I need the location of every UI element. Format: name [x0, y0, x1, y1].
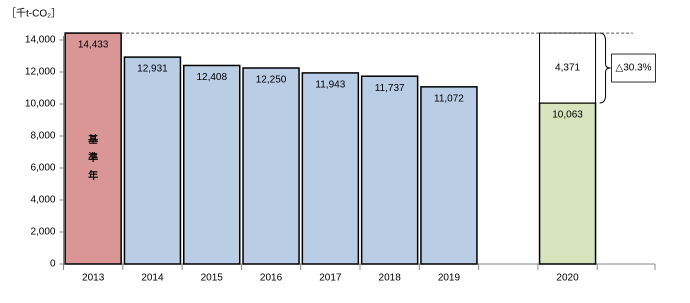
value-label: 12,250	[256, 75, 287, 86]
x-tick-label: 2019	[438, 273, 461, 284]
value-label: 10,063	[552, 110, 583, 121]
y-tick-label: 12,000	[25, 67, 56, 78]
y-tick-label: 14,000	[25, 35, 56, 46]
y-tick-label: 2,000	[30, 227, 55, 238]
value-label: 12,408	[196, 72, 227, 83]
bar	[242, 67, 300, 265]
x-tick-label: 2018	[379, 273, 402, 284]
value-label: 11,072	[434, 93, 464, 104]
x-tick-label: 2015	[201, 273, 224, 284]
bar	[360, 75, 419, 265]
stacked-bar	[539, 32, 597, 104]
annotation: △30.3%	[616, 63, 652, 74]
y-tick-label: 10,000	[25, 99, 56, 110]
annotation-box	[611, 53, 656, 83]
unit-label: ［千t-CO₂］	[6, 8, 61, 20]
bracket	[599, 32, 611, 104]
bar	[64, 32, 122, 265]
x-tick-label: 2014	[141, 273, 164, 284]
x-tick-label: 2016	[260, 273, 283, 284]
x-tick-label: 2020	[556, 273, 579, 284]
value-label: 14,433	[78, 40, 109, 51]
x-tick-label: 2017	[319, 273, 342, 284]
bar	[420, 86, 478, 265]
value-label: 11,737	[375, 83, 405, 94]
y-tick-label: 4,000	[30, 195, 55, 206]
y-tick-label: 6,000	[30, 163, 55, 174]
value-label: 4,371	[555, 63, 580, 74]
x-tick-label: 2013	[82, 273, 105, 284]
bar	[301, 72, 360, 265]
value-label: 11,943	[315, 80, 345, 91]
bar	[183, 64, 241, 265]
value-label: 12,931	[137, 64, 168, 75]
bar	[538, 102, 597, 265]
y-tick-label: 8,000	[30, 131, 55, 142]
base-year-label: 基準年	[87, 133, 99, 182]
y-tick-label: 0	[50, 259, 56, 270]
bar	[123, 56, 182, 265]
